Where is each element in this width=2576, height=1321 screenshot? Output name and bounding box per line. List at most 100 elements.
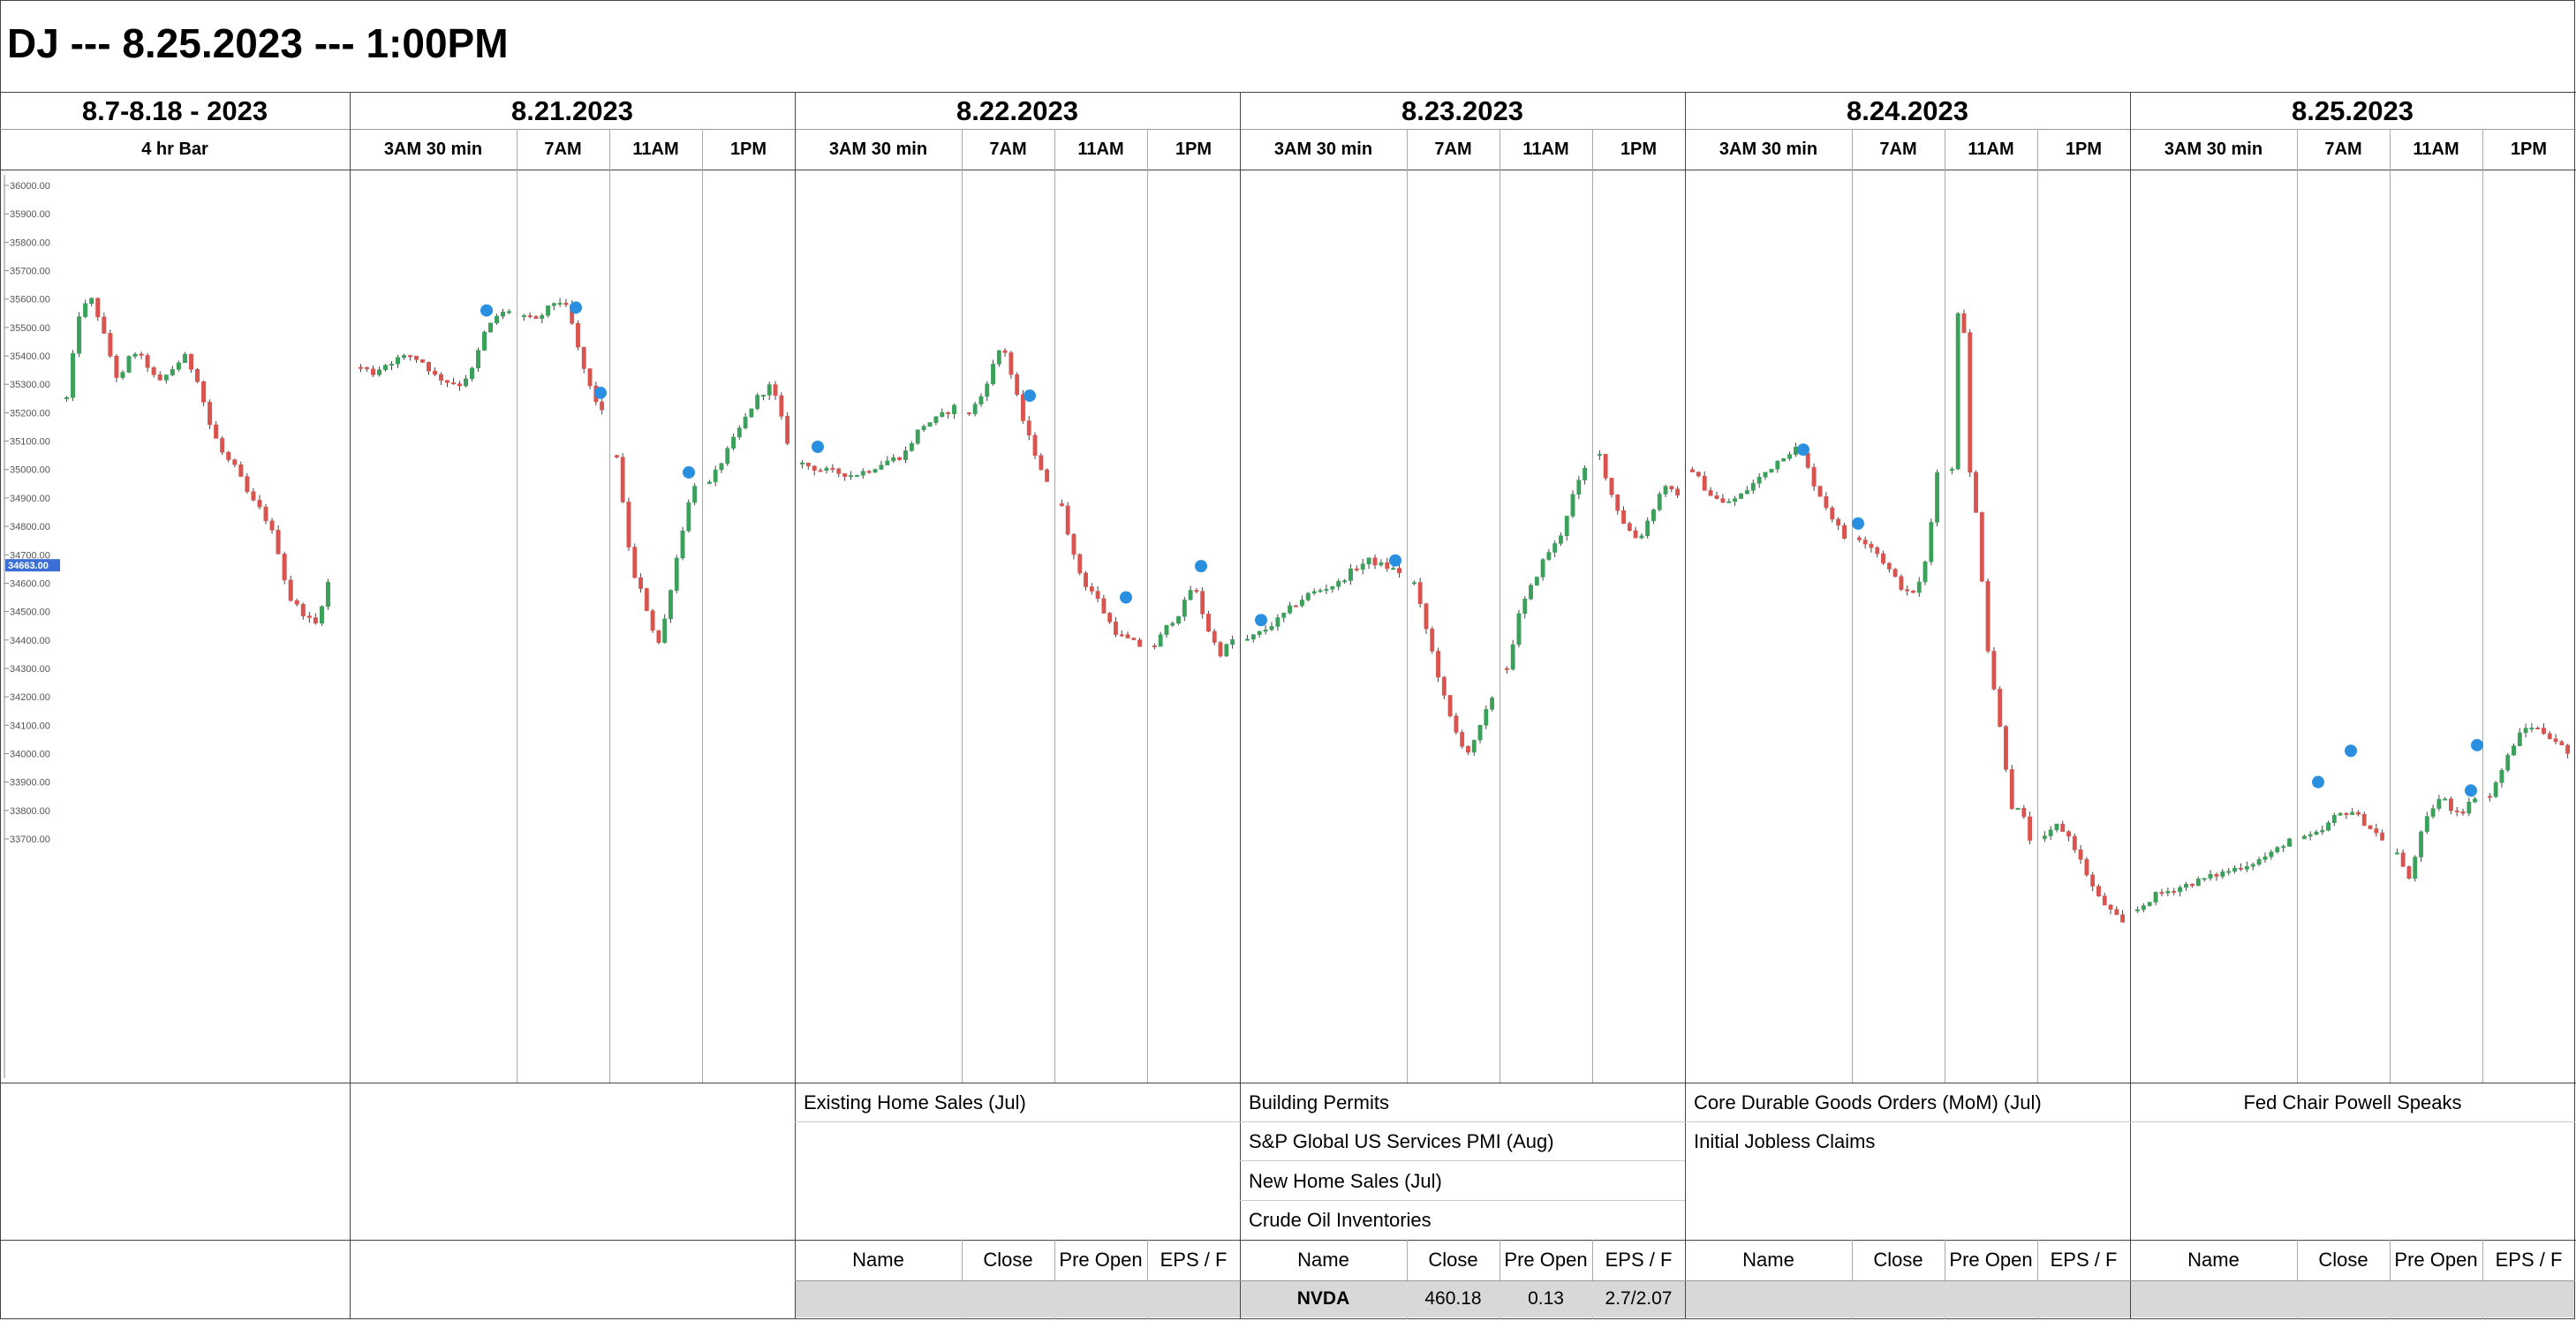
candle-body (408, 355, 412, 358)
session-header: 3AM 30 min (828, 139, 928, 159)
candle-body (1366, 557, 1371, 564)
session-header: 7AM (1434, 139, 1472, 159)
event-separator (795, 1121, 1240, 1122)
candle-body (1065, 505, 1070, 535)
candle-body (749, 408, 754, 418)
candle-body (1899, 576, 1904, 590)
candle-body (476, 350, 480, 369)
candle-body (885, 460, 890, 465)
candle-body (1979, 512, 1984, 582)
candle-body (719, 463, 724, 471)
candle-body (188, 353, 193, 370)
candle-body (1576, 479, 1582, 495)
candle-body (300, 604, 306, 616)
y-tick-label: 35400.00 (10, 351, 50, 362)
candle-body (126, 356, 132, 373)
candle-body (2195, 879, 2201, 887)
table-header-close: Close (1873, 1249, 1923, 1271)
candle-body (1886, 562, 1892, 570)
event-separator (1240, 1160, 1685, 1161)
date-header: 8.22.2023 (956, 95, 1078, 126)
candle-body (1961, 313, 1967, 333)
candle-body (2066, 831, 2071, 837)
session-header: 11AM (2413, 139, 2459, 159)
candle-body (2553, 738, 2558, 743)
candle-body (1430, 629, 1435, 652)
candle-body (1176, 615, 1181, 624)
candle-body (2108, 904, 2113, 910)
candle-body (170, 369, 175, 375)
candle-body (854, 475, 859, 478)
event-marker-icon (1389, 554, 1401, 567)
event-marker-icon (1195, 560, 1207, 573)
candle-body (587, 368, 593, 387)
y-tick-label: 34200.00 (10, 692, 50, 703)
candle-body (396, 357, 400, 365)
candle-body (731, 436, 736, 449)
candle-body (402, 355, 406, 359)
event-marker-icon (1120, 591, 1132, 604)
stock-name: NVDA (1296, 1288, 1350, 1309)
candle-body (614, 455, 619, 458)
candle-body (1744, 490, 1749, 494)
table-row (1686, 1280, 2130, 1317)
candle-body (680, 531, 685, 559)
candle-body (1817, 486, 1823, 497)
table-header-pre-open: Pre Open (1504, 1249, 1588, 1271)
session-header: 1PM (1175, 139, 1212, 159)
candle-body (1949, 468, 1954, 471)
session-header: 4 hr Bar (141, 139, 208, 159)
event-marker-icon (683, 465, 695, 479)
candle-body (433, 370, 437, 375)
candle-body (1188, 590, 1193, 600)
y-tick-label: 34300.00 (10, 664, 50, 675)
candle-body (860, 471, 865, 476)
candle-body (1540, 559, 1545, 577)
candle-body (737, 427, 742, 438)
candle-body (1379, 562, 1384, 566)
candle-body (2165, 891, 2171, 894)
candle-body (1077, 554, 1083, 574)
candle-body (1929, 522, 1934, 562)
candle-body (2244, 865, 2249, 870)
candle-body (1059, 503, 1064, 507)
y-tick-label: 34700.00 (10, 550, 50, 561)
page-title: DJ --- 8.25.2023 --- 1:00PM (7, 20, 509, 66)
candle-body (818, 470, 823, 472)
event-marker-icon (1024, 389, 1036, 403)
candle-body (157, 374, 162, 381)
date-header: 8.24.2023 (1847, 95, 1968, 126)
candle-body (2547, 733, 2552, 739)
candle-body (2084, 859, 2089, 876)
table-header-eps: EPS / F (2050, 1249, 2118, 1271)
candle-body (482, 331, 487, 351)
candle-body (2096, 886, 2101, 896)
candle-body (2028, 816, 2033, 842)
candle-body (1702, 475, 1707, 491)
candle-body (2436, 798, 2442, 809)
table-header-pre-open: Pre Open (2394, 1249, 2478, 1271)
candle-body (1522, 599, 1528, 615)
candle-body (427, 362, 431, 372)
candle-body (1911, 590, 1915, 593)
candle-body (1529, 585, 1533, 600)
session-header: 7AM (989, 139, 1027, 159)
table-divider (962, 1240, 963, 1319)
candle-body (779, 395, 784, 417)
candle-body (527, 315, 533, 318)
candle-body (1615, 494, 1620, 511)
candlestick-chart: 36000.00 35900.00 35800.00 35700.00 35600.00… (4, 175, 2571, 1078)
candle-body (836, 468, 842, 474)
candle-body (1039, 455, 1044, 471)
candle-body (377, 369, 381, 375)
event-marker-icon (1797, 443, 1809, 457)
candle-body (2214, 873, 2219, 877)
candle-body (1696, 472, 1701, 477)
grid-line (0, 1240, 2576, 1241)
candle-body (909, 442, 914, 451)
table-divider (2037, 1240, 2038, 1319)
candle-body (420, 359, 425, 363)
candle-body (1294, 605, 1298, 608)
candle-body (669, 590, 673, 620)
event-separator (1240, 1121, 1685, 1122)
